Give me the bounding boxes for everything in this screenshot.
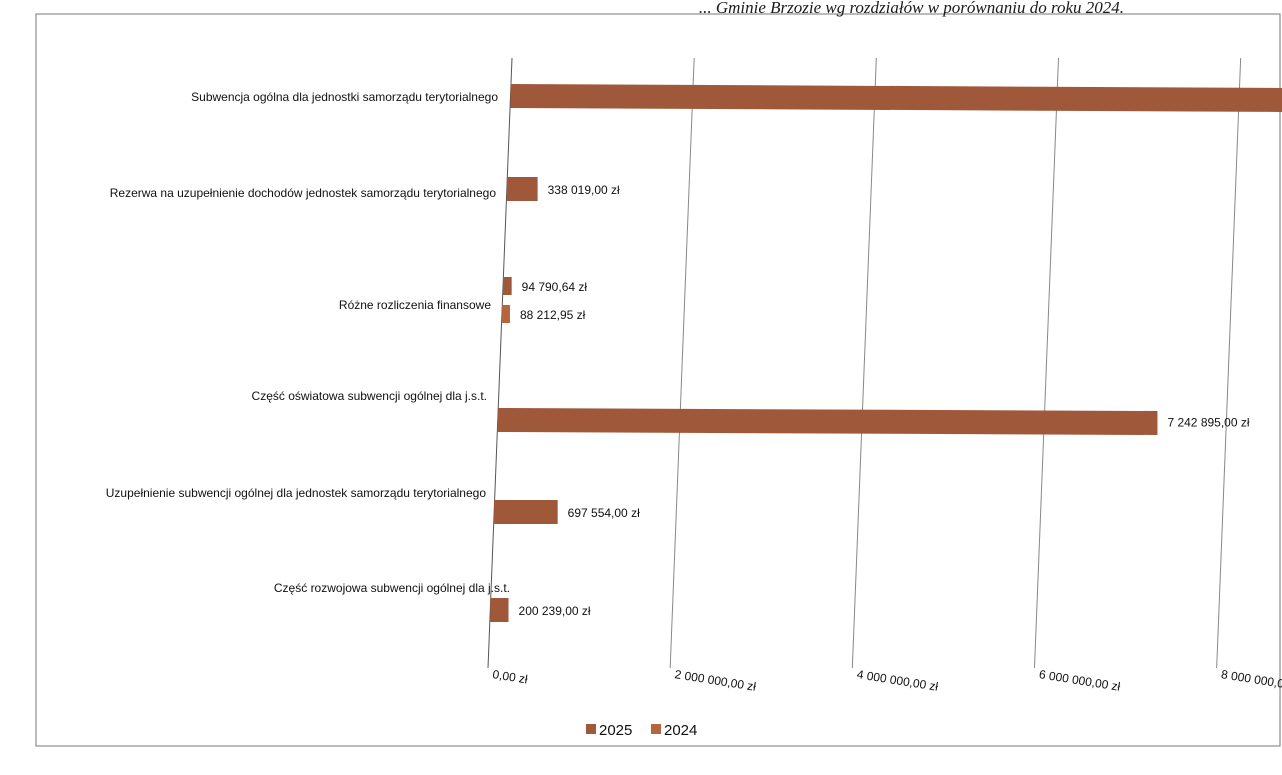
legend-label-2024: 2024 xyxy=(664,722,697,739)
gridline xyxy=(1216,57,1242,669)
x-axis-tick-labels: 0,00 zł 2 000 000,00 zł 4 000 000,00 zł 6 0… xyxy=(492,667,1282,694)
chart-frame xyxy=(35,13,1281,747)
value-label-2025-rezerwa-na-uzupelnienie-dochodow-jednost: 338 019,00 zł xyxy=(548,183,620,197)
bar-2025-rozne-rozliczenia-finansowe xyxy=(503,277,512,295)
x-tick-label: 6 000 000,00 zł xyxy=(1038,667,1122,694)
category-label-uzupelnienie-subwencji-ogolnej-dla-jedno: Uzupełnienie subwencji ogólnej dla jedno… xyxy=(106,486,487,500)
bar-2025-uzupelnienie-subwencji-ogolnej-dla-jedno xyxy=(494,500,558,524)
value-label-2025-rozne-rozliczenia-finansowe: 94 790,64 zł xyxy=(522,280,588,294)
value-label-2025-uzupelnienie-subwencji-ogolnej-dla-jedno: 697 554,00 zł xyxy=(568,506,640,520)
value-label-2024-rozne-rozliczenia-finansowe: 88 212,95 zł xyxy=(520,308,586,322)
x-tick-label: 4 000 000,00 zł xyxy=(856,667,940,694)
category-label-rezerwa-na-uzupelnienie-dochodow-jednost: Rezerwa na uzupełnienie dochodów jednost… xyxy=(110,186,497,200)
legend-swatch-2024 xyxy=(651,724,661,734)
bars xyxy=(490,84,1282,622)
legend-label-2025: 2025 xyxy=(599,722,632,739)
category-label-czesc-rozwojowa-subwencji-ogolnej-dla-j-: Część rozwojowa subwencji ogólnej dla j.… xyxy=(274,581,510,595)
category-label-rozne-rozliczenia-finansowe: Różne rozliczenia finansowe xyxy=(339,298,491,312)
bar-2025-subwencja-ogolna-dla-jednostki-samorzadu xyxy=(510,84,1282,112)
legend-swatch-2025 xyxy=(586,724,596,734)
gridline xyxy=(1034,57,1059,669)
chart-title: ... Gminie Brzozie wg rozdziałów w porów… xyxy=(699,0,1124,17)
value-label-2025-czesc-rozwojowa-subwencji-ogolnej-dla-j-: 200 239,00 zł xyxy=(519,604,591,618)
bar-2025-czesc-oswiatowa-subwencji-ogolnej-dla-j- xyxy=(497,408,1158,435)
y-axis-line xyxy=(487,57,513,669)
gridline xyxy=(851,57,877,669)
gridlines xyxy=(487,57,1242,669)
category-label-czesc-oswiatowa-subwencji-ogolnej-dla-j-: Część oświatowa subwencji ogólnej dla j.… xyxy=(252,389,487,403)
gridline xyxy=(669,57,695,669)
x-tick-label: 2 000 000,00 zł xyxy=(674,667,758,694)
category-labels: Subwencja ogólna dla jednostki samorządu… xyxy=(106,90,510,595)
x-tick-label: 0,00 zł xyxy=(492,667,529,686)
bar-2025-czesc-rozwojowa-subwencji-ogolnej-dla-j- xyxy=(490,598,509,622)
legend: 2025 2024 xyxy=(586,722,697,739)
bar-2024-rozne-rozliczenia-finansowe xyxy=(501,305,510,323)
category-label-subwencja-ogolna-dla-jednostki-samorzadu: Subwencja ogólna dla jednostki samorządu… xyxy=(191,90,498,104)
value-label-2025-czesc-oswiatowa-subwencji-ogolnej-dla-j-: 7 242 895,00 zł xyxy=(1167,416,1249,430)
bar-2025-rezerwa-na-uzupelnienie-dochodow-jednost xyxy=(506,177,538,201)
x-tick-label: 8 000 000,00 zł xyxy=(1220,667,1282,694)
